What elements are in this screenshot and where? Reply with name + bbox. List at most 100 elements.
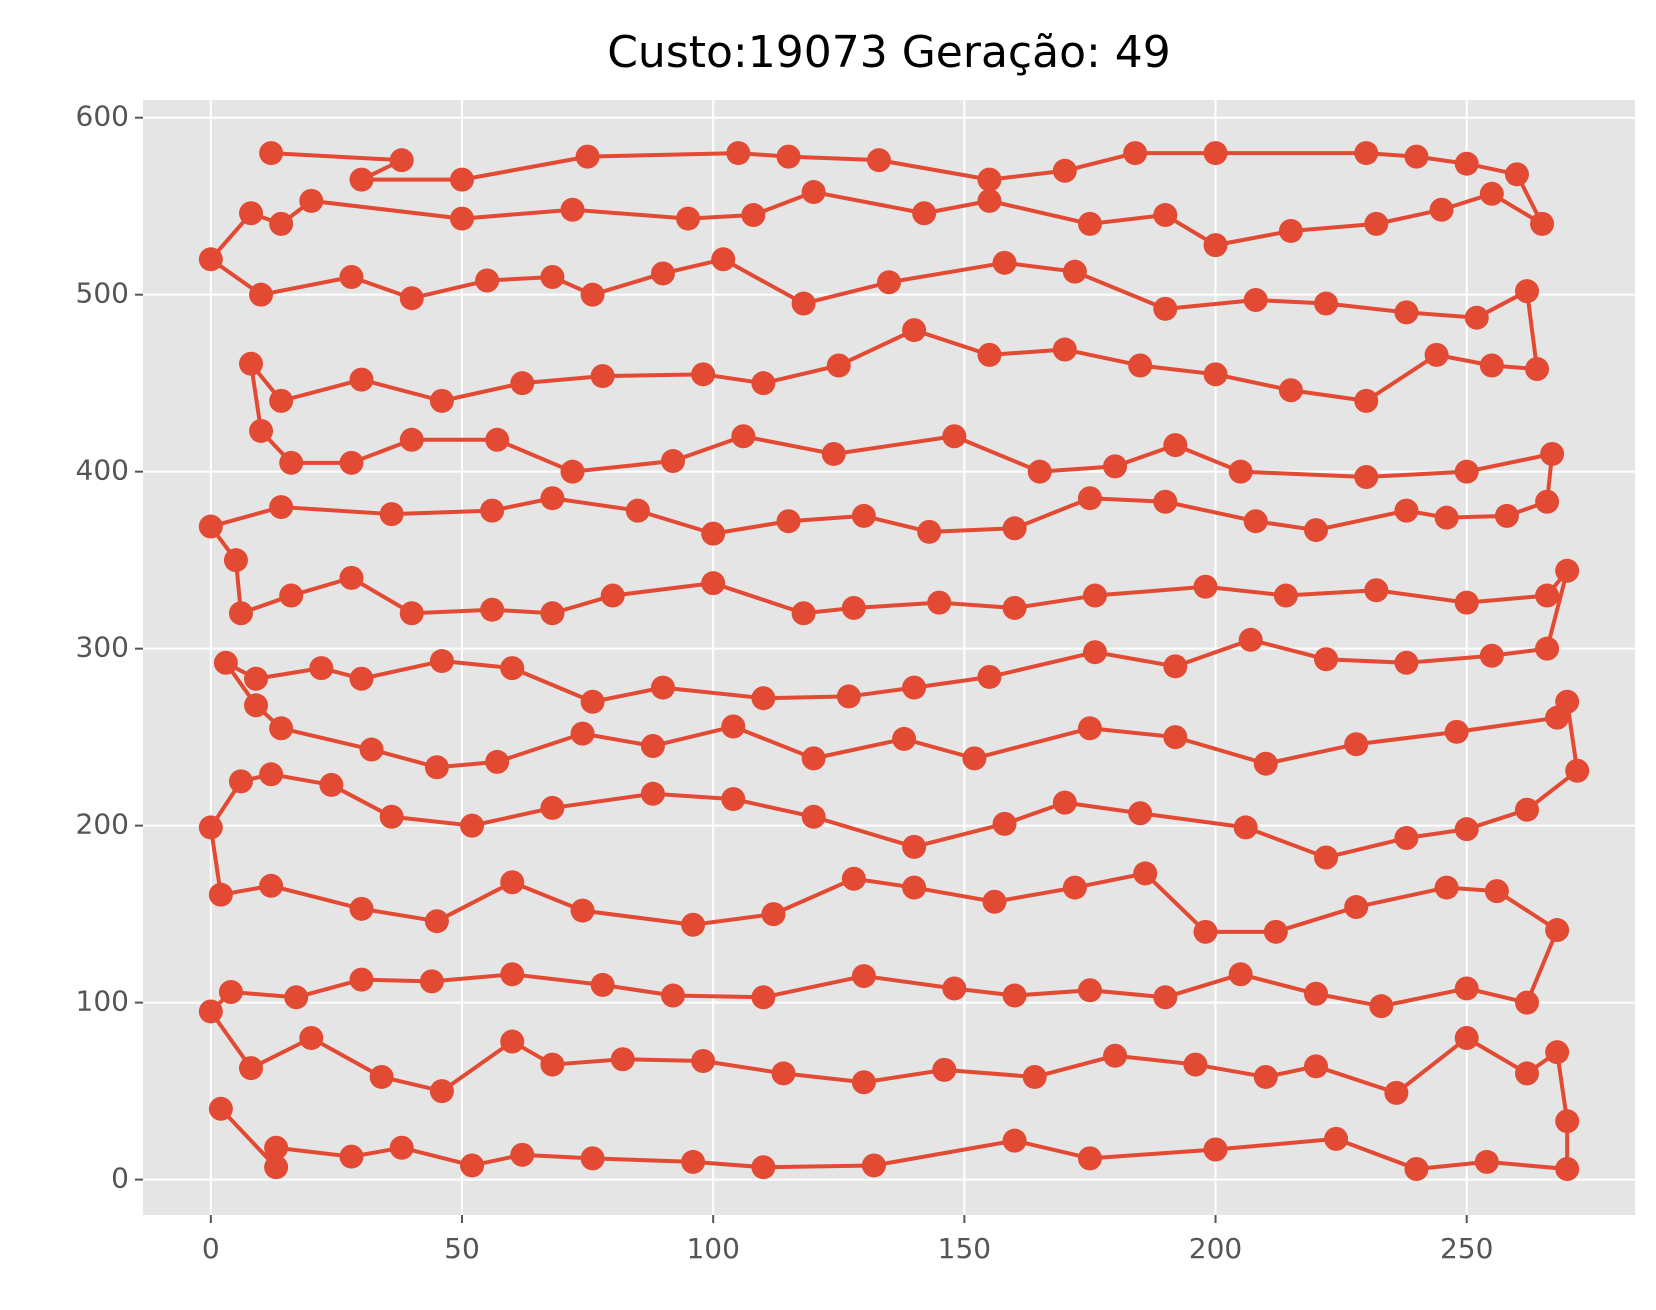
point bbox=[590, 972, 615, 997]
point bbox=[198, 514, 223, 539]
point bbox=[1454, 1026, 1479, 1051]
point bbox=[198, 815, 223, 840]
point bbox=[1233, 815, 1258, 840]
point bbox=[269, 716, 294, 741]
point bbox=[540, 486, 565, 511]
point bbox=[660, 449, 685, 474]
point bbox=[1238, 627, 1263, 652]
point bbox=[660, 983, 685, 1008]
point bbox=[650, 675, 675, 700]
y-tick-label: 0 bbox=[111, 1162, 129, 1195]
point bbox=[1002, 1128, 1027, 1153]
point bbox=[1525, 357, 1550, 382]
point bbox=[1193, 574, 1218, 599]
point bbox=[1545, 1040, 1570, 1065]
point bbox=[1052, 337, 1077, 362]
point bbox=[982, 889, 1007, 914]
point bbox=[640, 781, 665, 806]
point bbox=[299, 188, 324, 213]
point bbox=[902, 834, 927, 859]
point bbox=[1555, 558, 1580, 583]
point bbox=[1324, 1126, 1349, 1151]
point bbox=[500, 962, 525, 987]
point bbox=[239, 201, 264, 226]
point bbox=[1369, 994, 1394, 1019]
point bbox=[1479, 181, 1504, 206]
point bbox=[239, 1056, 264, 1081]
point bbox=[1077, 978, 1102, 1003]
point bbox=[691, 362, 716, 387]
point bbox=[218, 980, 243, 1004]
point bbox=[1384, 1080, 1409, 1105]
point bbox=[1203, 362, 1228, 387]
point bbox=[761, 902, 786, 927]
point bbox=[1052, 790, 1077, 815]
point bbox=[419, 969, 444, 994]
point bbox=[1364, 211, 1389, 236]
point bbox=[399, 601, 424, 626]
point bbox=[912, 201, 937, 226]
point bbox=[977, 188, 1002, 213]
point bbox=[851, 964, 876, 989]
point bbox=[570, 721, 595, 746]
x-tick-label: 200 bbox=[1189, 1232, 1242, 1265]
point bbox=[1530, 211, 1555, 236]
point bbox=[1253, 751, 1278, 776]
point bbox=[1494, 503, 1519, 528]
point bbox=[259, 762, 284, 787]
point bbox=[1002, 595, 1027, 620]
point bbox=[244, 693, 269, 718]
point bbox=[1103, 454, 1128, 479]
point bbox=[228, 769, 253, 794]
point bbox=[902, 675, 927, 700]
point bbox=[349, 666, 374, 691]
x-tick-label: 100 bbox=[686, 1232, 739, 1265]
point bbox=[721, 787, 746, 812]
point bbox=[1203, 141, 1228, 166]
point bbox=[208, 1096, 233, 1121]
point bbox=[389, 1135, 414, 1160]
point bbox=[213, 650, 238, 675]
point bbox=[1454, 817, 1479, 842]
point bbox=[1077, 1146, 1102, 1171]
point bbox=[751, 1155, 776, 1180]
point bbox=[1314, 647, 1339, 672]
point bbox=[1504, 162, 1529, 187]
point bbox=[851, 503, 876, 528]
point bbox=[1314, 291, 1339, 316]
x-tick-label: 50 bbox=[444, 1232, 480, 1265]
point bbox=[726, 141, 751, 166]
point bbox=[580, 689, 605, 714]
point bbox=[776, 144, 801, 169]
point bbox=[208, 882, 233, 907]
point bbox=[1354, 141, 1379, 166]
y-tick-label: 400 bbox=[76, 454, 129, 487]
point bbox=[500, 1029, 525, 1054]
point bbox=[1243, 287, 1268, 312]
point bbox=[349, 967, 374, 992]
point bbox=[540, 1052, 565, 1077]
point bbox=[264, 1155, 289, 1180]
point bbox=[369, 1064, 394, 1089]
point bbox=[239, 351, 264, 376]
point bbox=[349, 367, 374, 392]
point bbox=[299, 1026, 324, 1051]
point bbox=[977, 342, 1002, 367]
point bbox=[485, 427, 510, 452]
point bbox=[1444, 719, 1469, 744]
point bbox=[449, 167, 474, 192]
point bbox=[1163, 654, 1188, 679]
point bbox=[1128, 801, 1153, 826]
point bbox=[1535, 636, 1560, 661]
point bbox=[1429, 197, 1454, 222]
point bbox=[866, 148, 891, 173]
point bbox=[801, 804, 826, 829]
point bbox=[359, 737, 384, 762]
point bbox=[711, 247, 736, 272]
point bbox=[449, 206, 474, 231]
point bbox=[1394, 498, 1419, 523]
point bbox=[927, 590, 952, 615]
point bbox=[510, 371, 535, 396]
point bbox=[244, 666, 269, 691]
point bbox=[198, 999, 223, 1024]
